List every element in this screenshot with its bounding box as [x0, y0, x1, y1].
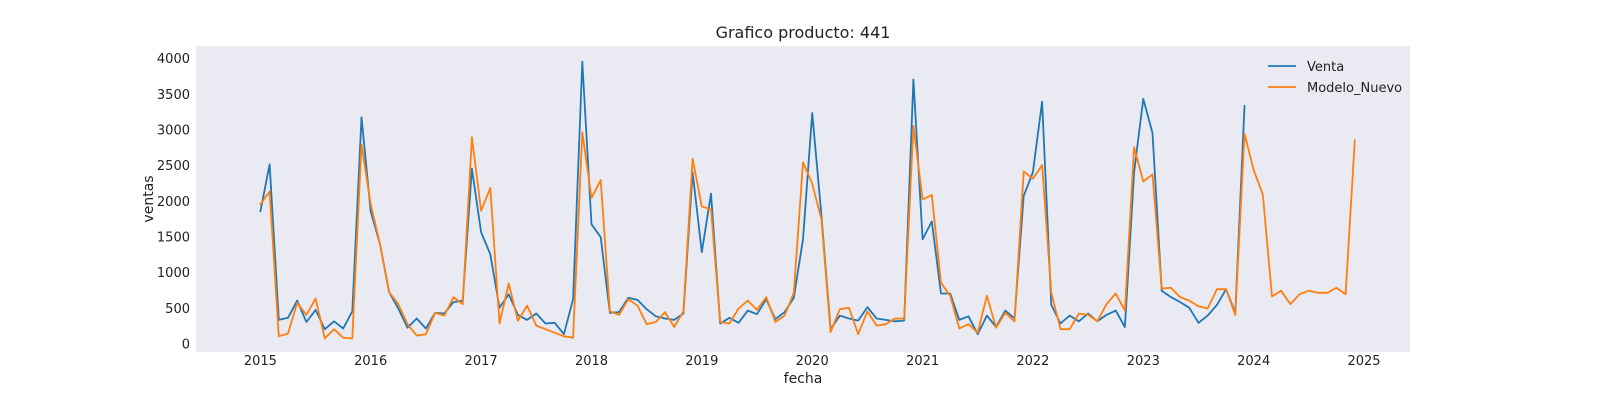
- x-tick-label: 2023: [1127, 354, 1160, 369]
- x-tick-label: 2019: [685, 354, 718, 369]
- x-tick-label: 2025: [1347, 354, 1380, 369]
- y-axis-title: ventas: [141, 175, 157, 222]
- x-axis-title: fecha: [784, 371, 823, 387]
- y-tick-label: 2500: [157, 159, 190, 174]
- series-line-venta: [259, 60, 1246, 336]
- y-tick-label: 3500: [157, 88, 190, 103]
- legend-label: Venta: [1307, 60, 1344, 75]
- y-tick-label: 2000: [157, 195, 190, 210]
- x-tick-label: 2017: [465, 354, 498, 369]
- chart-title: Grafico producto: 441: [716, 23, 891, 42]
- y-tick-labels: 0 500 1000 1500 2000 2500 3000 3500 4000: [157, 52, 190, 352]
- x-tick-label: 2016: [354, 354, 387, 369]
- y-tick-label: 4000: [157, 52, 190, 67]
- legend-label: Modelo_Nuevo: [1307, 81, 1402, 96]
- y-tick-label: 1000: [157, 266, 190, 281]
- x-tick-label: 2018: [575, 354, 608, 369]
- x-tick-label: 2022: [1016, 354, 1049, 369]
- series-lines: [259, 60, 1356, 340]
- x-tick-labels: 2015 2016 2017 2018 2019 2020 2021 2022 2023 2024…: [244, 354, 1381, 369]
- plot-area: [196, 46, 1410, 352]
- series-line-modelo-nuevo: [259, 125, 1356, 340]
- x-tick-label: 2015: [244, 354, 277, 369]
- legend: Venta Modelo_Nuevo: [1268, 60, 1402, 96]
- y-tick-label: 3000: [157, 124, 190, 139]
- x-tick-label: 2021: [906, 354, 939, 369]
- x-tick-label: 2024: [1237, 354, 1270, 369]
- x-tick-label: 2020: [796, 354, 829, 369]
- y-tick-label: 1500: [157, 230, 190, 245]
- y-tick-label: 500: [165, 302, 190, 317]
- y-tick-label: 0: [182, 337, 190, 352]
